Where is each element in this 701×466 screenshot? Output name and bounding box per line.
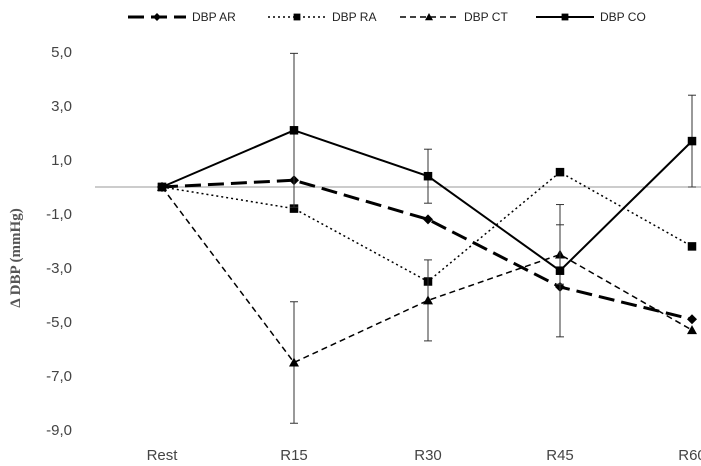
legend-marker — [425, 13, 433, 21]
series-line — [161, 171, 693, 283]
legend-marker — [561, 13, 569, 21]
y-tick-label: -3,0 — [46, 260, 72, 277]
data-point — [555, 167, 565, 177]
y-axis-label: Δ DBP (mmHg) — [8, 208, 24, 307]
legend-label: DBP RA — [332, 10, 376, 24]
y-tick-label: -9,0 — [46, 422, 72, 439]
x-axis: Rest R15 R30 R45 R60 — [147, 447, 701, 464]
data-point — [157, 182, 167, 192]
legend-marker — [153, 13, 161, 21]
data-point — [423, 214, 433, 225]
x-tick-label: Rest — [147, 447, 179, 464]
legend: DBP AR DBP RA DBP CT DBP CO — [128, 10, 646, 24]
data-point — [289, 357, 299, 367]
x-tick-label: R15 — [280, 447, 308, 464]
y-tick-label: -5,0 — [46, 314, 72, 331]
y-axis: 5,0 3,0 1,0 -1,0 -3,0 -5,0 -7,0 -9,0 — [46, 44, 72, 439]
legend-marker — [293, 13, 301, 21]
data-point — [687, 314, 697, 325]
data-point — [289, 204, 299, 213]
y-tick-label: -7,0 — [46, 368, 72, 385]
plot-area — [95, 52, 701, 424]
data-point — [555, 266, 565, 275]
data-point — [423, 295, 433, 305]
data-point — [423, 171, 433, 181]
series-line — [161, 178, 693, 321]
legend-label: DBP CO — [600, 10, 646, 24]
x-tick-label: R45 — [546, 447, 574, 464]
series-dbp-co — [157, 52, 697, 338]
data-point — [687, 136, 697, 146]
x-tick-label: R60 — [678, 447, 701, 464]
series-dbp-ra — [157, 167, 697, 286]
x-tick-label: R30 — [414, 447, 442, 464]
y-tick-label: 3,0 — [51, 98, 72, 115]
y-tick-label: 1,0 — [51, 152, 72, 169]
data-point — [687, 242, 697, 251]
data-point — [687, 325, 697, 335]
series-line — [161, 186, 693, 364]
y-tick-label: 5,0 — [51, 44, 72, 61]
y-tick-label: -1,0 — [46, 206, 72, 223]
data-point — [289, 126, 299, 135]
legend-label: DBP CT — [464, 10, 508, 24]
legend-label: DBP AR — [192, 10, 236, 24]
